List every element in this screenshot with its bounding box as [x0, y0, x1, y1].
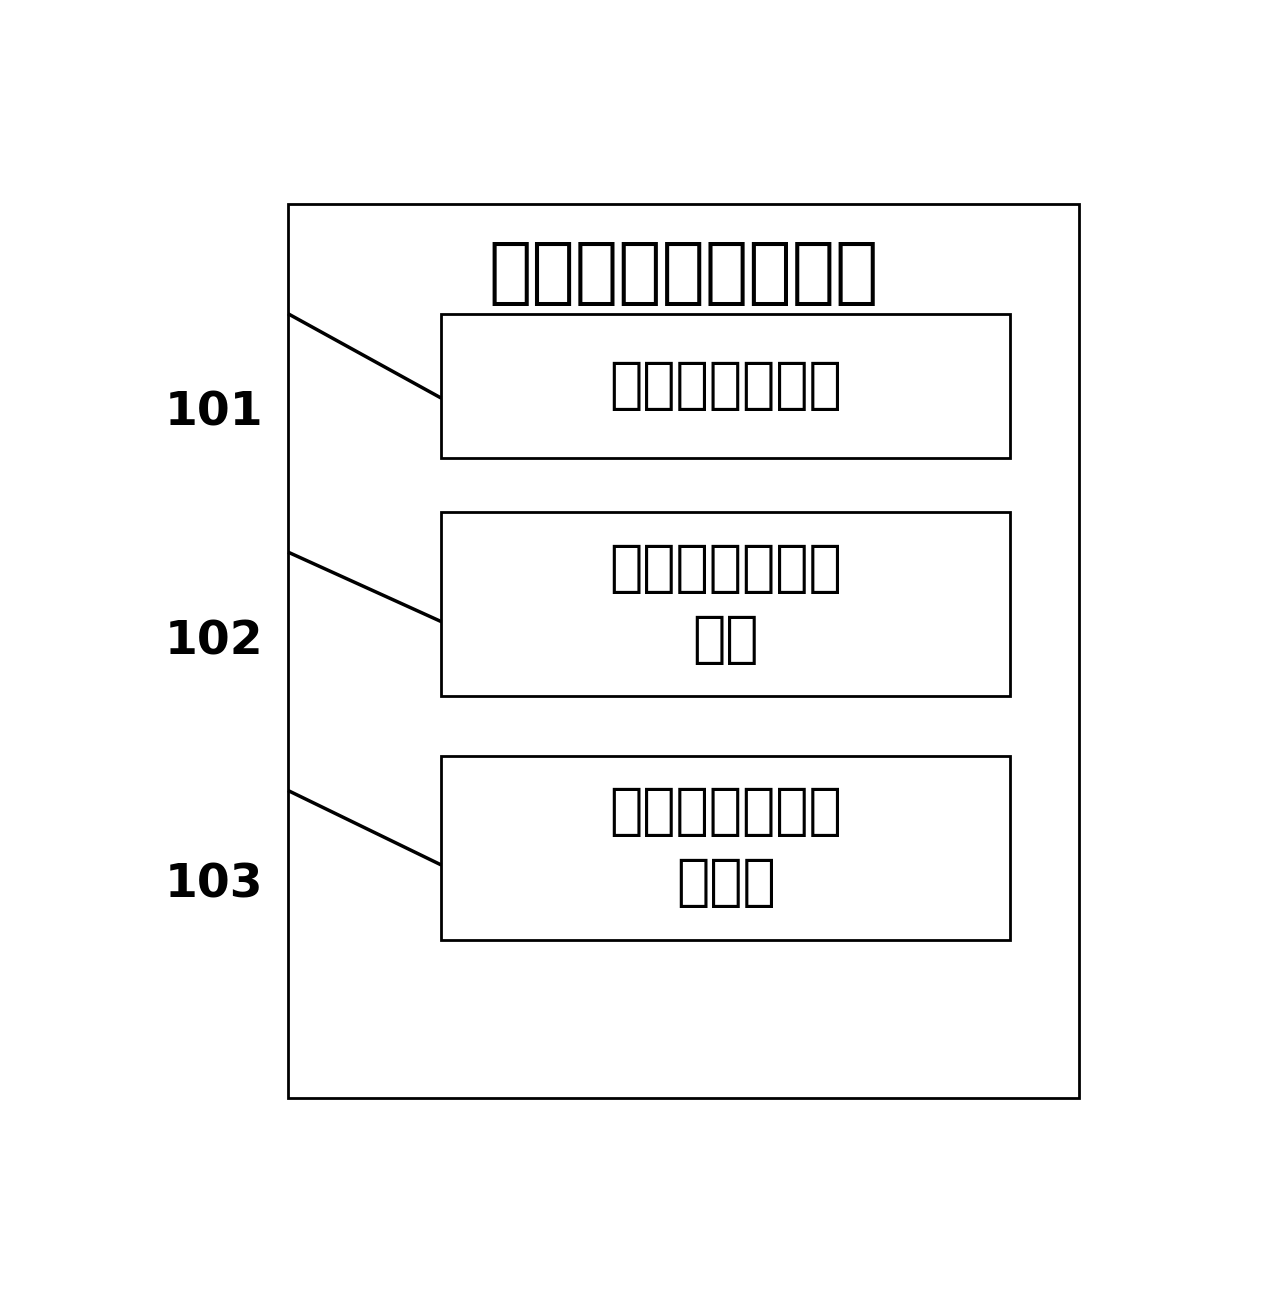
Text: 组件标准化模型
平台: 组件标准化模型 平台	[609, 542, 842, 667]
Text: 103: 103	[165, 863, 263, 907]
Bar	[288, 204, 1079, 1099]
Bar	[441, 313, 1011, 458]
Text: 轻流助手快速配
置平台: 轻流助手快速配 置平台	[609, 786, 842, 909]
Text: 102: 102	[165, 619, 263, 664]
Bar	[441, 512, 1011, 697]
Text: 指标标准化平台: 指标标准化平台	[609, 359, 842, 413]
Text: 标准化业绩查询系统: 标准化业绩查询系统	[489, 240, 879, 308]
Bar	[441, 756, 1011, 939]
Text: 101: 101	[165, 391, 263, 436]
